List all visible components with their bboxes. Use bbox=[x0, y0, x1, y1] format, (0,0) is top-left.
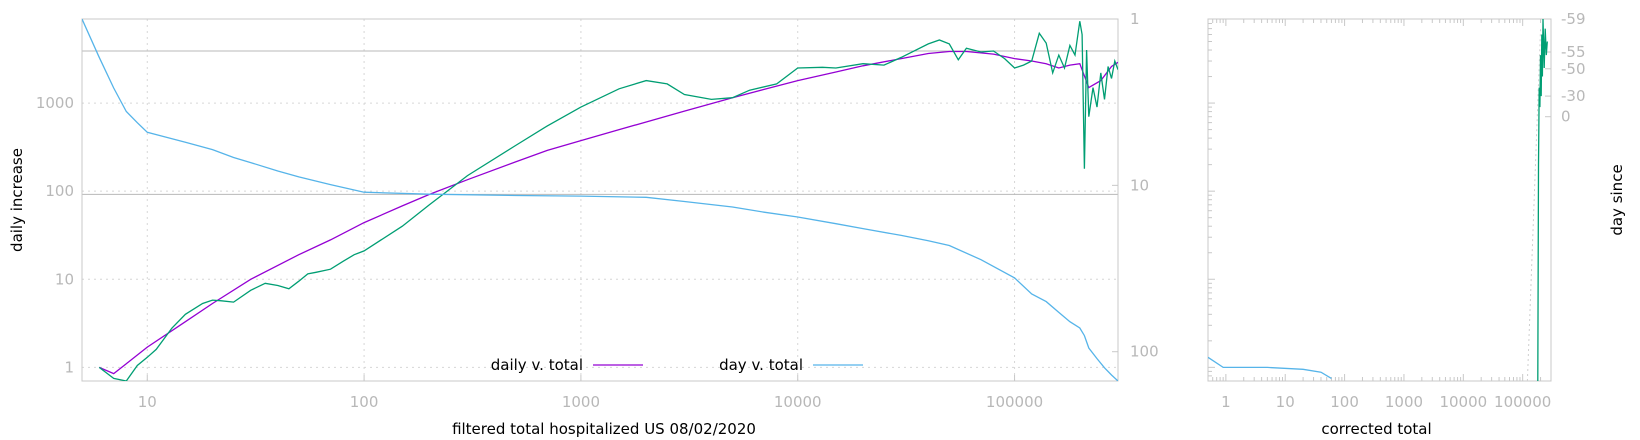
side-y2-tick-label: -30 bbox=[1561, 87, 1586, 105]
y-tick-label: 100 bbox=[45, 182, 74, 200]
x-tick-label: 100000 bbox=[986, 393, 1043, 411]
x-tick-label: 100 bbox=[350, 393, 379, 411]
side-x-tick-label: 1 bbox=[1221, 393, 1231, 411]
y-axis-label: daily increase bbox=[8, 148, 26, 252]
side-series-line-1 bbox=[1537, 19, 1548, 381]
y-tick-label: 1 bbox=[64, 358, 74, 376]
side-x-tick-label: 100 bbox=[1330, 393, 1359, 411]
y2-tick-label: 1 bbox=[1130, 10, 1140, 28]
x-axis-label: filtered total hospitalized US 08/02/202… bbox=[452, 420, 756, 438]
side-y-axis-label: day since bbox=[1608, 164, 1626, 235]
side-x-axis-label: corrected total bbox=[1321, 420, 1431, 438]
side-guide-line bbox=[1526, 28, 1542, 382]
side-y2-tick-label: -50 bbox=[1561, 60, 1586, 78]
x-tick-label: 10 bbox=[138, 393, 157, 411]
side-chart-panel: 1 10 100 1000 10000 100000 -59 -55-50 -30 0 correc… bbox=[1207, 10, 1626, 438]
side-y2-tick-label: -59 bbox=[1561, 10, 1586, 28]
side-x-tick-label: 10 bbox=[1276, 393, 1295, 411]
side-series-line-0 bbox=[1208, 356, 1332, 379]
x-tick-label: 1000 bbox=[562, 393, 600, 411]
y2-tick-label: 100 bbox=[1130, 343, 1159, 361]
y-tick-label: 10 bbox=[55, 270, 74, 288]
legend-label: daily v. total bbox=[491, 356, 583, 374]
x-tick-label: 10000 bbox=[774, 393, 822, 411]
series-line-2 bbox=[82, 19, 1118, 381]
side-y2-tick-label: 0 bbox=[1561, 108, 1571, 126]
side-y2-tick-label: -55 bbox=[1561, 43, 1586, 61]
y2-tick-label: 10 bbox=[1130, 176, 1149, 194]
side-x-tick-label: 10000 bbox=[1439, 393, 1487, 411]
y-tick-label: 1000 bbox=[36, 94, 74, 112]
series-line-1 bbox=[98, 21, 1118, 381]
side-x-tick-label: 100000 bbox=[1494, 393, 1551, 411]
plot-frame bbox=[81, 18, 1119, 382]
side-x-tick-label: 1000 bbox=[1385, 393, 1423, 411]
series-line-0 bbox=[98, 50, 1118, 375]
main-chart-panel: 10 100 1000 10000 100000 1 10 100 1000 1 10 100 dail… bbox=[8, 10, 1159, 438]
legend-label: day v. total bbox=[719, 356, 803, 374]
side-plot-frame bbox=[1207, 18, 1552, 382]
